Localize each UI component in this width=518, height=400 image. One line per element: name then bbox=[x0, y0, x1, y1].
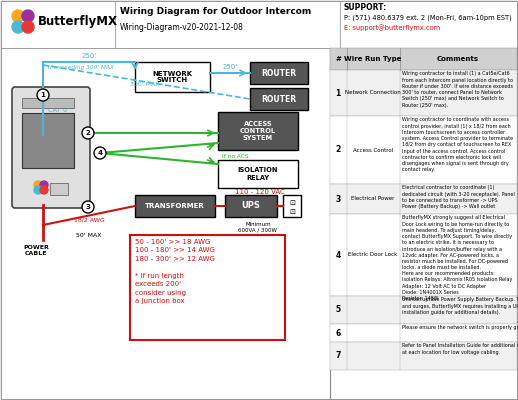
Circle shape bbox=[34, 181, 42, 189]
Circle shape bbox=[94, 147, 106, 159]
Text: Wiring-Diagram-v20-2021-12-08: Wiring-Diagram-v20-2021-12-08 bbox=[120, 22, 244, 32]
Bar bbox=[22, 98, 74, 108]
Text: SUPPORT:: SUPPORT: bbox=[344, 4, 387, 12]
Text: #: # bbox=[335, 56, 341, 62]
Text: Electrical Power: Electrical Power bbox=[351, 196, 395, 202]
Bar bbox=[250, 88, 308, 110]
Text: POWER
CABLE: POWER CABLE bbox=[23, 245, 49, 256]
Bar bbox=[330, 296, 517, 324]
Bar bbox=[330, 324, 517, 342]
Circle shape bbox=[22, 10, 34, 22]
Text: P: (571) 480.6379 ext. 2 (Mon-Fri, 6am-10pm EST): P: (571) 480.6379 ext. 2 (Mon-Fri, 6am-1… bbox=[344, 15, 512, 21]
Circle shape bbox=[82, 201, 94, 213]
Bar bbox=[330, 70, 517, 116]
Bar bbox=[330, 184, 517, 214]
Text: ACCESS
CONTROL
SYSTEM: ACCESS CONTROL SYSTEM bbox=[240, 121, 276, 141]
Bar bbox=[330, 116, 517, 184]
Text: ROUTER: ROUTER bbox=[262, 68, 297, 78]
Bar bbox=[330, 214, 517, 296]
Text: Uninterruptible Power Supply Battery Backup. To prevent voltage drops
and surges: Uninterruptible Power Supply Battery Bac… bbox=[402, 298, 518, 315]
Circle shape bbox=[82, 127, 94, 139]
Text: CAT 6: CAT 6 bbox=[48, 107, 67, 113]
Text: 4: 4 bbox=[335, 250, 341, 260]
Circle shape bbox=[22, 21, 34, 33]
Text: Wire Run Type: Wire Run Type bbox=[344, 56, 402, 62]
Text: 6: 6 bbox=[335, 328, 341, 338]
Text: UPS: UPS bbox=[241, 202, 261, 210]
Text: 50' MAX: 50' MAX bbox=[76, 233, 102, 238]
Text: 3: 3 bbox=[335, 194, 341, 204]
Text: E: support@butterflymx.com: E: support@butterflymx.com bbox=[344, 25, 440, 31]
Bar bbox=[330, 48, 517, 70]
Text: If no ACS: If no ACS bbox=[222, 154, 249, 160]
Text: 1: 1 bbox=[335, 88, 341, 98]
Text: Access Control: Access Control bbox=[353, 148, 393, 152]
Bar bbox=[135, 62, 210, 92]
Circle shape bbox=[12, 10, 24, 22]
Text: Network Connection: Network Connection bbox=[345, 90, 401, 96]
Text: ⊡: ⊡ bbox=[289, 200, 295, 206]
Circle shape bbox=[40, 186, 48, 194]
Text: Wiring contractor to coordinate with access
control provider, install (1) x 18/2: Wiring contractor to coordinate with acc… bbox=[402, 118, 513, 172]
Text: ROUTER: ROUTER bbox=[262, 94, 297, 104]
Text: 50 - 100' >> 18 AWG
100 - 180' >> 14 AWG
180 - 300' >> 12 AWG

* If run length
e: 50 - 100' >> 18 AWG 100 - 180' >> 14 AWG… bbox=[135, 239, 215, 304]
Text: 300' MAX: 300' MAX bbox=[130, 82, 160, 86]
Bar bbox=[135, 195, 215, 217]
Text: 110 - 120 VAC: 110 - 120 VAC bbox=[235, 189, 285, 195]
Bar bbox=[22, 113, 74, 168]
Bar bbox=[130, 235, 285, 340]
Bar bbox=[50, 183, 68, 195]
Text: 18/2 AWG: 18/2 AWG bbox=[74, 217, 104, 222]
Circle shape bbox=[34, 186, 42, 194]
FancyBboxPatch shape bbox=[12, 87, 90, 208]
Bar bbox=[225, 195, 277, 217]
Bar bbox=[218, 160, 298, 188]
Text: 2: 2 bbox=[335, 146, 341, 154]
Bar bbox=[283, 195, 301, 217]
Text: ButterflyMX strongly suggest all Electrical
Door Lock wiring to be home-run dire: ButterflyMX strongly suggest all Electri… bbox=[402, 216, 512, 301]
Text: 250': 250' bbox=[222, 64, 238, 70]
Text: 4: 4 bbox=[97, 150, 103, 156]
Text: Comments: Comments bbox=[437, 56, 479, 62]
Bar bbox=[218, 112, 298, 150]
Text: Refer to Panel Installation Guide for additional details. Leave 6' service loop
: Refer to Panel Installation Guide for ad… bbox=[402, 344, 518, 355]
Text: Wiring contractor to install (1) a Cat5e/Cat6
from each Intercom panel location : Wiring contractor to install (1) a Cat5e… bbox=[402, 72, 513, 108]
Text: Electrical contractor to coordinate (1)
dedicated circuit (with 3-20 receptacle): Electrical contractor to coordinate (1) … bbox=[402, 186, 515, 209]
Text: Please ensure the network switch is properly grounded.: Please ensure the network switch is prop… bbox=[402, 326, 518, 330]
Text: If exceeding 300' MAX: If exceeding 300' MAX bbox=[48, 65, 114, 70]
Bar bbox=[1, 48, 517, 399]
Text: Wiring Diagram for Outdoor Intercom: Wiring Diagram for Outdoor Intercom bbox=[120, 8, 311, 16]
Text: Electric Door Lock: Electric Door Lock bbox=[348, 252, 398, 258]
Text: TRANSFORMER: TRANSFORMER bbox=[145, 203, 205, 209]
Text: NETWORK
SWITCH: NETWORK SWITCH bbox=[152, 70, 192, 84]
Bar bbox=[1, 1, 517, 48]
Text: ButterflyMX: ButterflyMX bbox=[38, 16, 118, 28]
Bar bbox=[250, 62, 308, 84]
Bar bbox=[330, 342, 517, 370]
Text: 2: 2 bbox=[85, 130, 90, 136]
Circle shape bbox=[37, 89, 49, 101]
Text: 250': 250' bbox=[81, 53, 96, 59]
Text: ISOLATION
RELAY: ISOLATION RELAY bbox=[238, 168, 278, 180]
Text: 5: 5 bbox=[336, 306, 340, 314]
Text: 7: 7 bbox=[335, 352, 341, 360]
Circle shape bbox=[40, 181, 48, 189]
Text: Minimum
600VA / 300W: Minimum 600VA / 300W bbox=[238, 222, 278, 233]
Text: 3: 3 bbox=[85, 204, 91, 210]
Circle shape bbox=[12, 21, 24, 33]
Text: ⊡: ⊡ bbox=[289, 209, 295, 215]
Text: 1: 1 bbox=[40, 92, 46, 98]
